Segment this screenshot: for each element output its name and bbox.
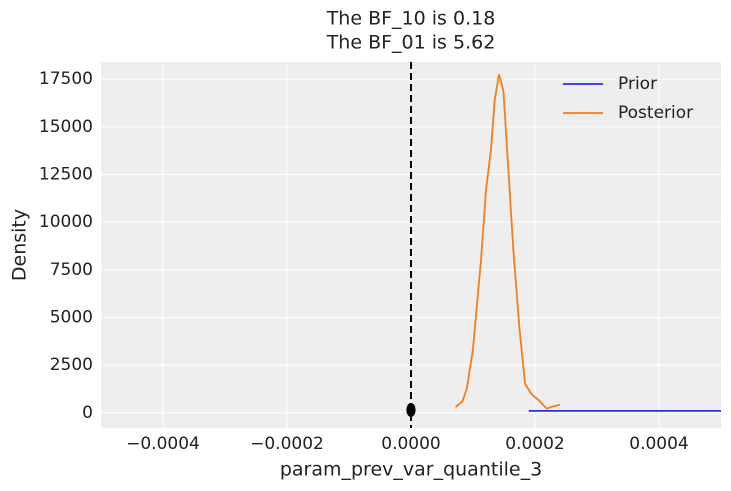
series-line <box>454 74 561 410</box>
x-tick-label: 0.0000 <box>381 434 440 454</box>
chart-subtitle: The BF_01 is 5.62 <box>326 32 496 54</box>
x-tick-label: −0.0002 <box>250 434 324 454</box>
x-tick-label: 0.0004 <box>629 434 688 454</box>
chart-title: The BF_10 is 0.18 <box>326 8 496 30</box>
y-axis-label: Density <box>9 209 31 281</box>
y-tick-label: 7500 <box>50 260 93 280</box>
y-tick-label: 15000 <box>39 117 93 137</box>
x-tick-label: −0.0004 <box>126 434 200 454</box>
point <box>406 404 416 417</box>
legend-label: Posterior <box>618 103 693 123</box>
y-tick-label: 10000 <box>39 212 93 232</box>
y-tick-label: 0 <box>82 403 93 423</box>
y-tick-label: 5000 <box>50 307 93 327</box>
y-tick-label: 17500 <box>39 69 93 89</box>
x-axis-label: param_prev_var_quantile_3 <box>280 459 542 481</box>
x-tick-label: 0.0002 <box>505 434 564 454</box>
legend-label: Prior <box>618 74 657 94</box>
y-tick-label: 12500 <box>39 164 93 184</box>
y-tick-label: 2500 <box>50 355 93 375</box>
